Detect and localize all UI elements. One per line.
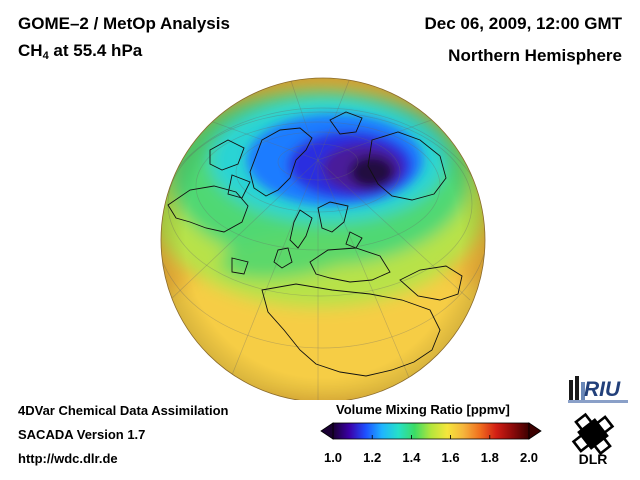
colorbar-min-arrow	[320, 422, 334, 440]
dlr-emblem	[571, 412, 615, 456]
colorbar-tick-marks	[332, 435, 530, 439]
species-pressure: at 55.4 hPa	[48, 41, 143, 60]
globe-field	[161, 78, 485, 400]
globe-shading	[161, 78, 485, 400]
dlr-logo: DLR	[571, 412, 615, 467]
version-label: SACADA Version 1.7	[18, 427, 146, 442]
website-link[interactable]: http://wdc.dlr.de	[18, 451, 118, 466]
globe-outline	[160, 77, 486, 400]
colorbar-tick-label: 1.4	[402, 450, 421, 465]
colorbar-max-arrow	[528, 422, 542, 440]
colorbar-tick-label: 1.0	[323, 450, 343, 465]
dlr-logo-text: DLR	[579, 451, 608, 467]
page-title: GOME–2 / MetOp Analysis	[18, 14, 230, 33]
globe-map	[160, 77, 486, 400]
colorbar-tick-label: 2.0	[519, 450, 539, 465]
species-subscript: 4	[42, 50, 49, 62]
colorbar-gradient	[332, 422, 530, 440]
datetime-label: Dec 06, 2009, 12:00 GMT	[424, 14, 622, 33]
species-label: CH4 at 55.4 hPa	[18, 41, 142, 62]
colorbar-tick-label: 1.2	[363, 450, 382, 465]
colorbar-tick-label: 1.8	[480, 450, 499, 465]
riu-logo: RIU	[568, 376, 628, 403]
method-label: 4DVar Chemical Data Assimilation	[18, 403, 229, 418]
riu-logo-text: RIU	[584, 378, 621, 401]
colorbar-tick-label: 1.6	[441, 450, 460, 465]
colorbar-title: Volume Mixing Ratio [ppmv]	[336, 402, 510, 417]
region-label: Northern Hemisphere	[448, 46, 622, 65]
species-main: CH	[18, 41, 43, 60]
